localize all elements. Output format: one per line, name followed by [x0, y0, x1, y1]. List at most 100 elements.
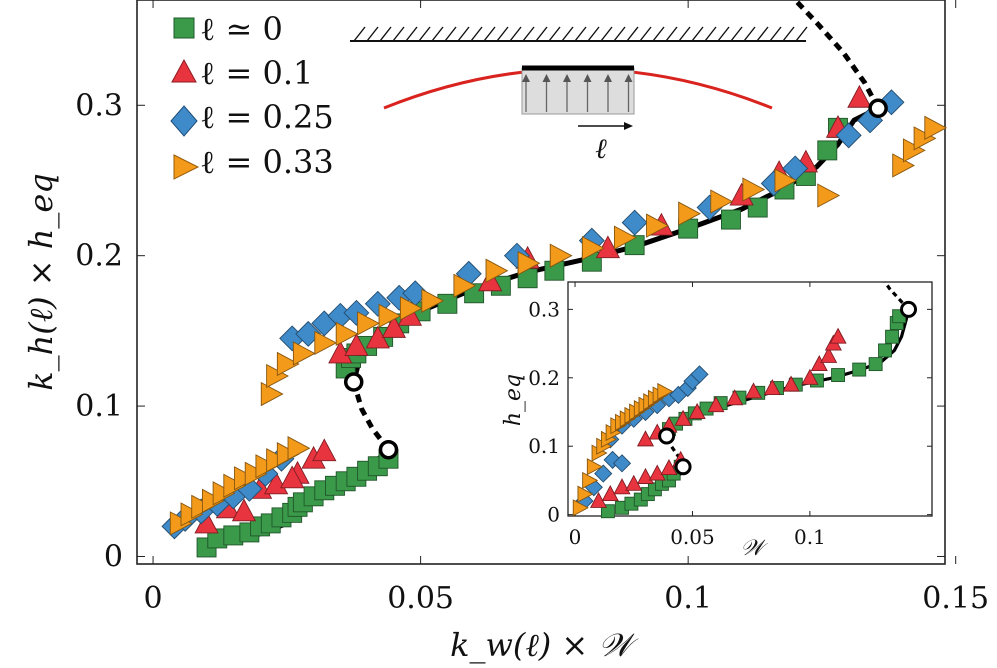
- x-tick-label: 0.1: [794, 525, 826, 549]
- inset-axis-ticks: 0 0.05 0.1 0 0.1 0.2 0.3: [528, 282, 932, 549]
- legend-marker-diamond: [170, 105, 198, 137]
- data-point-triangle-up: [280, 465, 305, 489]
- load-arrow-head: [624, 74, 633, 82]
- x-tick-label: 0.05: [387, 581, 454, 616]
- legend-entry-l0: ℓ ≃ 0: [200, 10, 283, 48]
- data-point-triangle-up: [263, 471, 289, 495]
- data-point-triangle-up: [829, 327, 847, 344]
- data-point-diamond: [621, 209, 648, 236]
- turning-point-marker: [658, 427, 676, 445]
- data-point-square: [878, 343, 892, 358]
- wall-hatch-line: [392, 26, 405, 42]
- wall-hatch-line: [678, 26, 691, 42]
- data-point-square: [852, 362, 867, 377]
- y-tick-label: 0.1: [75, 389, 123, 424]
- turning-point-marker: [868, 98, 888, 119]
- legend-entry-l033: ℓ = 0.33: [200, 143, 334, 181]
- main-axis-ticks: 0 0.05 0.1 0.15 0 0.1 0.2 0.3: [75, 0, 989, 616]
- data-point-triangle-up: [312, 438, 337, 462]
- model-curve-dashed-top: [793, 0, 881, 110]
- data-point-square: [721, 209, 741, 230]
- wall-hatch-line: [535, 26, 548, 42]
- schematic-wall-hatch: [353, 26, 808, 42]
- data-point-triangle-right: [453, 273, 477, 298]
- load-arrow-head: [583, 74, 592, 82]
- load-arrow-head: [542, 74, 551, 82]
- schematic-length-label: ℓ: [595, 132, 607, 165]
- wall-hatch-line: [652, 26, 665, 42]
- data-point-diamond: [690, 365, 709, 384]
- wall-hatch-line: [587, 26, 600, 42]
- data-point-triangle-right: [549, 243, 573, 268]
- legend: ℓ ≃ 0 ℓ = 0.1 ℓ = 0.25 ℓ = 0.33: [170, 10, 334, 181]
- inset-y-axis-label: h_eq: [501, 374, 526, 426]
- main-x-axis-label: k_w(ℓ) × 𝒲: [450, 626, 639, 664]
- legend-marker-triangle-right: [173, 154, 200, 180]
- wall-hatch-line: [561, 26, 574, 42]
- legend-entry-l01: ℓ = 0.1: [200, 54, 313, 92]
- wall-hatch-line: [613, 26, 626, 42]
- data-point-diamond: [594, 464, 613, 483]
- data-point-diamond: [835, 122, 862, 149]
- main-y-axis-label: k_h(ℓ) × h_eq: [22, 173, 60, 390]
- turning-point-marker: [343, 372, 364, 392]
- data-point-triangle-right: [581, 236, 605, 261]
- data-point-triangle-right: [335, 321, 359, 347]
- data-point-triangle-right: [613, 225, 637, 250]
- data-point-triangle-up: [820, 346, 838, 363]
- data-point-triangle-right: [517, 251, 541, 276]
- main-data-points: [161, 84, 948, 558]
- inset-turning-points: [658, 300, 918, 476]
- data-point-triangle-up: [744, 382, 763, 399]
- legend-entry-l025: ℓ = 0.25: [200, 98, 334, 136]
- data-point-triangle-right: [582, 471, 599, 489]
- wall-hatch-line: [782, 26, 795, 42]
- data-point-triangle-up: [707, 396, 725, 413]
- data-point-triangle-up: [847, 84, 872, 108]
- wall-hatch-line: [418, 26, 431, 42]
- data-point-triangle-right: [260, 381, 284, 407]
- data-point-triangle-right: [378, 303, 402, 328]
- x-tick-label: 0.05: [670, 525, 715, 549]
- model-curve-dashed-unstable: [351, 381, 391, 452]
- wall-hatch-line: [769, 26, 782, 42]
- load-arrow-head: [522, 74, 530, 82]
- model-curve-dashed-top: [883, 281, 910, 311]
- data-point-triangle-right: [572, 499, 589, 517]
- data-point-triangle-up: [810, 355, 828, 372]
- turning-point-marker: [900, 300, 918, 318]
- x-tick-label: 0.15: [922, 581, 989, 616]
- data-point-triangle-up: [726, 389, 744, 406]
- data-point-triangle-up: [688, 402, 706, 419]
- data-point-triangle-right: [710, 189, 734, 214]
- data-point-square: [885, 329, 900, 344]
- data-point-triangle-right: [646, 213, 669, 238]
- data-point-square: [600, 504, 615, 519]
- data-point-triangle-right: [421, 288, 445, 313]
- x-tick-label: 0: [569, 525, 582, 549]
- data-point-triangle-up: [381, 315, 406, 338]
- wall-hatch-line: [509, 26, 522, 42]
- wall-hatch-line: [457, 26, 470, 42]
- wall-hatch-line: [639, 26, 652, 42]
- y-tick-label: 0.1: [528, 434, 560, 458]
- wall-hatch-line: [522, 26, 535, 42]
- data-point-diamond: [503, 242, 530, 269]
- data-point-triangle-right: [657, 382, 674, 401]
- wall-hatch-line: [626, 26, 639, 42]
- data-point-triangle-right: [817, 183, 841, 208]
- wall-hatch-line: [574, 26, 587, 42]
- schematic: ℓ: [350, 26, 808, 165]
- main-turning-points: [343, 98, 888, 460]
- wall-hatch-line: [496, 26, 509, 42]
- wall-hatch-line: [756, 26, 769, 42]
- data-point-triangle-right: [276, 351, 300, 377]
- wall-hatch-line: [704, 26, 717, 42]
- data-point-triangle-up: [231, 498, 257, 522]
- data-point-square: [747, 197, 768, 218]
- y-tick-label: 0.2: [75, 239, 123, 274]
- wall-hatch-line: [717, 26, 730, 42]
- x-tick-label: 0: [144, 581, 163, 616]
- wall-hatch-line: [405, 26, 418, 42]
